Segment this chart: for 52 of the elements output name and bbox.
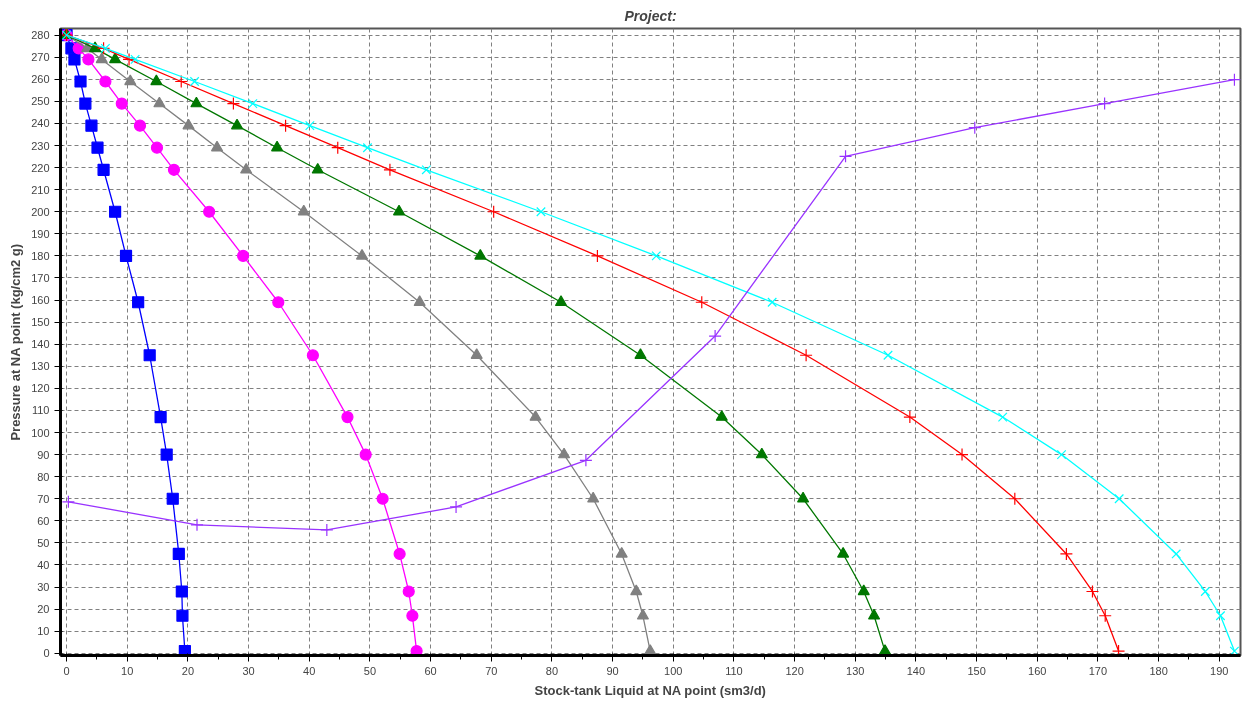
- x-tick-label: 160: [1028, 664, 1047, 677]
- x-tick-label: 90: [606, 664, 619, 677]
- x-tick-label: 120: [785, 664, 804, 677]
- y-tick-label: 0: [43, 647, 50, 660]
- y-tick-label: 260: [31, 73, 50, 86]
- x-tick-label: 130: [846, 664, 865, 677]
- y-tick-label: 40: [37, 558, 50, 571]
- x-axis-title: Stock-tank Liquid at NA point (sm3/d): [534, 682, 766, 698]
- chart-title: Project:: [624, 7, 677, 24]
- x-tick-label: 180: [1149, 664, 1168, 677]
- y-tick-label: 130: [31, 360, 50, 373]
- y-tick-label: 160: [31, 294, 50, 307]
- y-tick-label: 100: [31, 426, 50, 439]
- y-tick-label: 220: [31, 161, 50, 174]
- y-tick-label: 190: [31, 227, 50, 240]
- x-tick-label: 190: [1210, 664, 1229, 677]
- y-tick-label: 50: [37, 536, 50, 549]
- y-tick-label: 180: [31, 249, 50, 262]
- x-tick-label: 100: [664, 664, 683, 677]
- y-tick-label: 230: [31, 139, 50, 152]
- x-tick-label: 140: [906, 664, 926, 677]
- x-tick-label: 30: [242, 664, 255, 677]
- x-tick-label: 110: [725, 664, 743, 677]
- y-axis-title: Pressure at NA point (kg/cm2 g): [8, 243, 24, 441]
- x-tick-label: 150: [967, 664, 986, 677]
- y-tick-label: 210: [31, 183, 50, 196]
- y-tick-label: 200: [31, 205, 50, 218]
- x-tick-label: 80: [545, 664, 559, 677]
- y-tick-label: 270: [31, 51, 50, 64]
- x-tick-label: 0: [63, 664, 70, 677]
- y-tick-label: 170: [31, 271, 50, 284]
- x-tick-label: 40: [303, 664, 316, 677]
- x-tick-label: 70: [485, 664, 498, 677]
- y-tick-label: 120: [31, 382, 50, 395]
- y-tick-label: 70: [37, 492, 50, 505]
- y-tick-label: 150: [31, 316, 50, 329]
- y-tick-label: 240: [31, 117, 50, 130]
- y-tick-label: 30: [37, 581, 50, 594]
- y-tick-label: 20: [37, 603, 50, 616]
- x-tick-label: 20: [181, 664, 195, 677]
- x-tick-label: 50: [363, 664, 377, 677]
- y-tick-label: 280: [31, 29, 50, 42]
- x-tick-label: 60: [424, 664, 437, 677]
- y-tick-label: 110: [31, 404, 50, 417]
- y-tick-label: 90: [37, 448, 50, 461]
- y-tick-label: 140: [31, 338, 50, 351]
- x-tick-label: 10: [121, 664, 134, 677]
- y-tick-label: 10: [37, 625, 50, 638]
- y-tick-label: 80: [37, 470, 50, 483]
- y-tick-label: 60: [37, 514, 50, 527]
- y-tick-label: 250: [31, 95, 50, 108]
- x-tick-label: 170: [1088, 664, 1108, 677]
